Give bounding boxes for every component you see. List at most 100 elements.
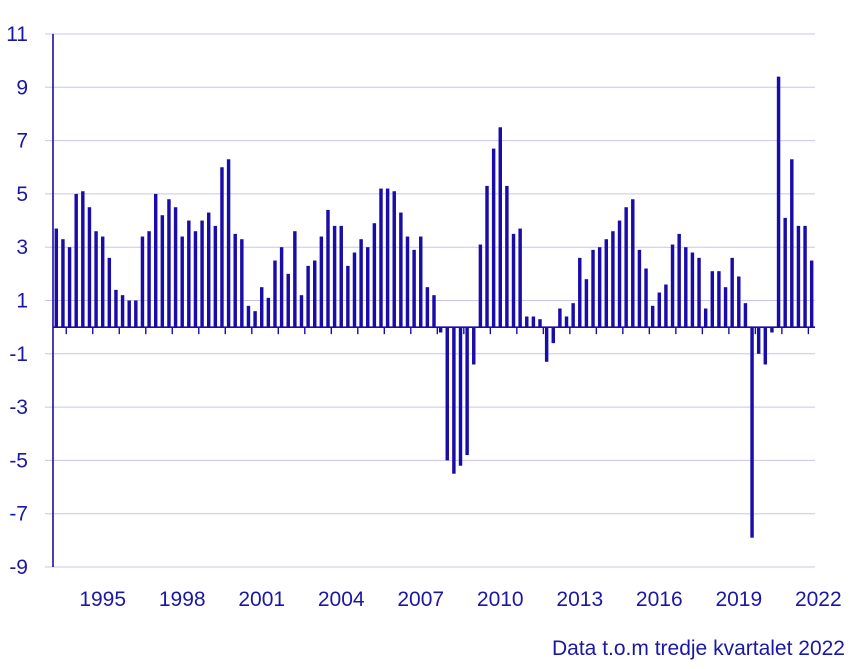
bar — [213, 225, 218, 328]
bar — [61, 239, 65, 328]
bar — [299, 295, 304, 328]
bar — [233, 233, 237, 328]
bar — [544, 327, 549, 362]
bar — [770, 327, 774, 333]
y-tick-label: 1 — [16, 290, 28, 313]
bar — [697, 257, 701, 328]
x-tick-label: 2007 — [397, 588, 444, 611]
bar — [293, 231, 297, 328]
bar — [326, 209, 330, 328]
bar — [690, 252, 695, 328]
bar — [226, 159, 231, 328]
bar — [717, 271, 721, 328]
x-tick-label: 2001 — [238, 588, 285, 611]
x-tick-label: 2016 — [636, 588, 683, 611]
bar — [677, 233, 681, 328]
bar — [478, 244, 483, 328]
bar — [584, 279, 589, 328]
bar — [485, 185, 489, 328]
bar — [551, 327, 555, 344]
bar — [94, 231, 98, 328]
bar — [339, 225, 343, 328]
x-tick-label: 2004 — [318, 588, 365, 611]
bar — [511, 233, 516, 328]
x-tick-label: 1998 — [159, 588, 206, 611]
bar — [313, 260, 317, 328]
bar — [346, 265, 350, 328]
bar — [87, 207, 92, 328]
bar — [246, 305, 251, 328]
bar — [624, 207, 628, 328]
bar — [319, 236, 324, 328]
bar — [796, 225, 801, 328]
bar — [399, 212, 403, 328]
bar — [730, 257, 734, 328]
bar — [259, 287, 264, 328]
bar — [617, 220, 622, 328]
bar — [193, 231, 198, 328]
bar — [160, 215, 165, 328]
bar — [445, 327, 449, 461]
x-tick-label: 2010 — [477, 588, 524, 611]
bar — [438, 327, 443, 333]
bar — [604, 239, 609, 328]
bar — [743, 303, 748, 328]
bar — [253, 311, 257, 328]
bar — [803, 225, 807, 328]
y-tick-label: -1 — [9, 343, 28, 366]
x-axis-labels: 1995 1998 2001 2004 2007 2010 2013 2016 2019 2022 — [79, 588, 841, 611]
bar — [153, 193, 158, 328]
y-tick-label: -9 — [9, 556, 28, 579]
bar — [379, 188, 383, 328]
bar — [425, 287, 430, 328]
bar — [120, 295, 125, 328]
bar — [491, 148, 496, 328]
bar — [670, 244, 675, 328]
bar — [458, 327, 463, 466]
bar — [657, 292, 662, 328]
bar — [366, 247, 370, 328]
bar — [597, 247, 602, 328]
bar — [505, 185, 509, 328]
bar — [703, 308, 708, 328]
bar — [631, 199, 635, 328]
bar — [809, 260, 814, 328]
bar — [147, 231, 151, 328]
bar — [266, 297, 271, 328]
x-tick-label: 1995 — [79, 588, 126, 611]
bar — [332, 225, 337, 328]
bar — [664, 284, 668, 328]
bar — [498, 127, 502, 328]
bar — [180, 236, 184, 328]
bar — [723, 287, 728, 328]
bar — [756, 327, 761, 354]
x-tick-label: 2013 — [556, 588, 603, 611]
bar — [134, 300, 138, 328]
bar — [220, 167, 224, 328]
bar — [107, 257, 112, 328]
bar — [790, 159, 794, 328]
bar — [167, 199, 171, 328]
bar — [637, 249, 642, 328]
bar — [206, 212, 211, 328]
bar — [412, 249, 416, 328]
bar — [525, 316, 529, 328]
bar — [200, 220, 204, 328]
y-tick-label: 7 — [16, 130, 28, 153]
bar — [173, 207, 178, 328]
bar — [273, 260, 277, 328]
bar — [452, 327, 456, 474]
y-tick-label: 9 — [16, 76, 28, 99]
bar — [127, 300, 131, 328]
y-tick-label: -7 — [9, 503, 28, 526]
bar — [432, 295, 436, 328]
bar — [531, 316, 536, 328]
bar — [684, 247, 688, 328]
bar — [518, 228, 522, 328]
bar — [644, 268, 648, 328]
bar — [538, 319, 542, 328]
bar — [114, 289, 118, 328]
bar — [100, 236, 105, 328]
x-tick-label: 2019 — [715, 588, 762, 611]
